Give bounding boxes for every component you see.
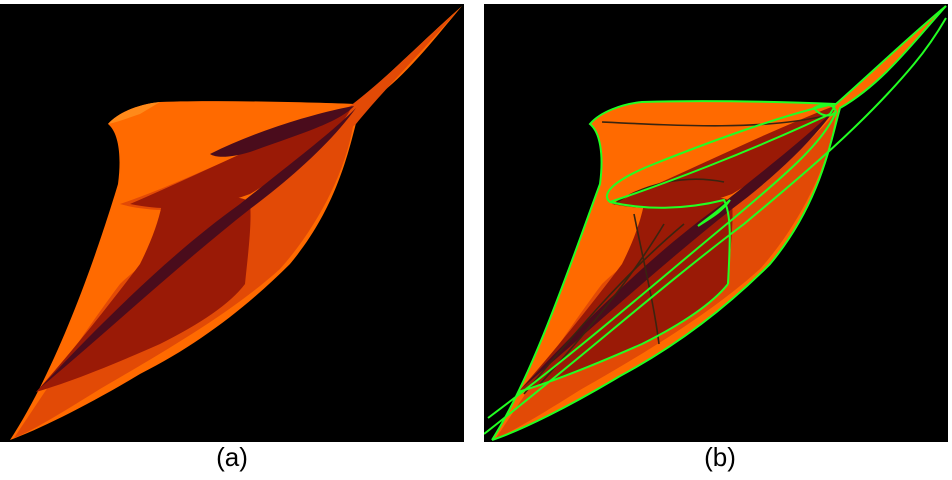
surface-render-b [484,5,947,441]
fin-lip [108,102,160,124]
green-outline-curves [484,5,947,441]
panel-a-caption: (a) [216,442,248,472]
panel-b-caption: (b) [704,442,736,472]
figure-panel-b [484,4,948,442]
darkest-streak-1 [522,108,836,388]
darkest-streak-1 [40,108,356,388]
darkest-streak-2 [210,106,354,157]
figure-panel-a [0,4,464,442]
surface-render-a [10,6,462,440]
